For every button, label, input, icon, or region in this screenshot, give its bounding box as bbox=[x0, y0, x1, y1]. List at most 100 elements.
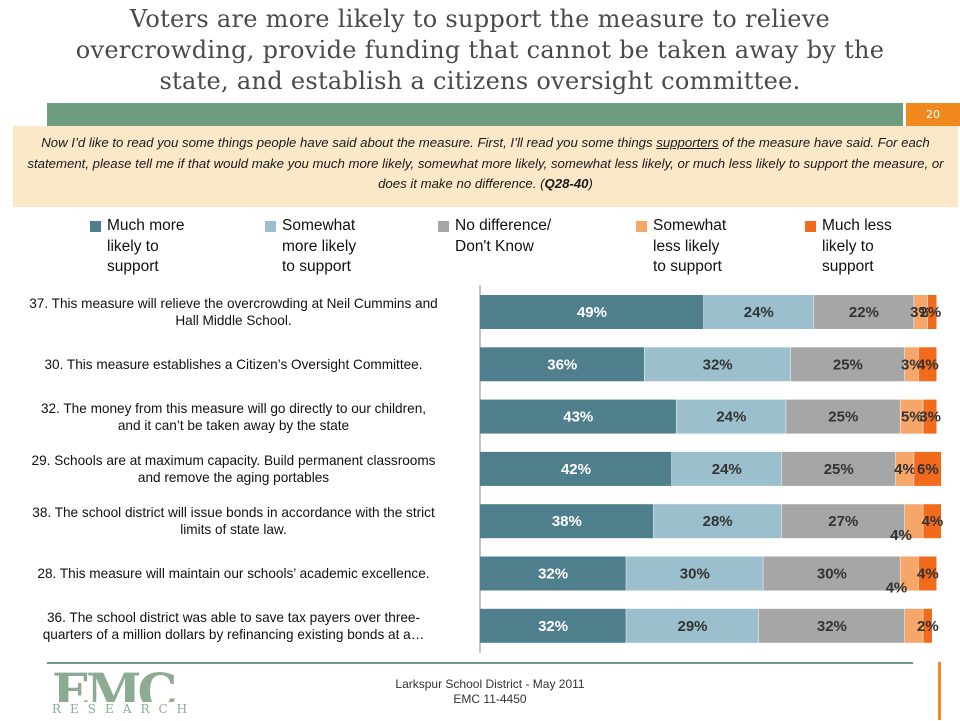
bar-segment bbox=[900, 399, 923, 434]
bar-segment bbox=[626, 608, 759, 643]
question-part-3: ) bbox=[588, 176, 593, 191]
bar-segment bbox=[480, 295, 704, 329]
bar-segment bbox=[676, 399, 786, 434]
legend-swatch bbox=[636, 221, 647, 232]
bar-segment bbox=[786, 399, 900, 434]
legend-label-line: Somewhat bbox=[653, 217, 727, 234]
bar-segment bbox=[781, 451, 896, 486]
data-label: 3% bbox=[910, 304, 932, 321]
data-label: 4% bbox=[922, 513, 944, 530]
legend-label: Much more likely to support bbox=[107, 216, 185, 278]
data-label: 6% bbox=[917, 461, 939, 478]
question-part-1: Now I’d like to read you some things peo… bbox=[41, 135, 657, 150]
legend-item-somewhat-less-likely: Somewhat less likely to support bbox=[636, 216, 726, 278]
data-label: 5% bbox=[901, 409, 923, 426]
bar-segment bbox=[480, 504, 654, 539]
bar-segment bbox=[703, 295, 814, 329]
legend-item-much-less-likely: Much less likely to support bbox=[805, 216, 892, 278]
data-label: 24% bbox=[744, 304, 774, 321]
category-label: 38. The school district will issue bonds… bbox=[0, 504, 467, 538]
legend-label: Much less likely to support bbox=[822, 216, 892, 278]
bar-segment bbox=[895, 451, 914, 486]
category-label: 29. Schools are at maximum capacity. Bui… bbox=[0, 452, 467, 486]
data-label: 24% bbox=[712, 461, 742, 478]
bar-segment bbox=[644, 347, 791, 382]
category-label-line: 29. Schools are at maximum capacity. Bui… bbox=[31, 452, 436, 468]
data-label: 32% bbox=[817, 618, 847, 635]
footer-line-1: Larkspur School District - May 2011 bbox=[395, 677, 585, 691]
bar-segment bbox=[480, 399, 677, 434]
legend-item-somewhat-more-likely: Somewhat more likely to support bbox=[265, 216, 356, 278]
data-label: 25% bbox=[824, 461, 854, 478]
data-label: 25% bbox=[828, 409, 858, 426]
data-label: 3% bbox=[901, 356, 923, 373]
legend-label-line: likely to bbox=[107, 237, 159, 255]
data-label: 2% bbox=[917, 618, 939, 635]
bar-segment bbox=[918, 556, 937, 591]
data-label: 30% bbox=[817, 566, 847, 583]
data-label: 42% bbox=[561, 461, 591, 478]
data-label: 24% bbox=[716, 409, 746, 426]
legend-label-line: support bbox=[107, 258, 159, 275]
footer-line-2: EMC 11-4450 bbox=[453, 692, 527, 706]
data-label: 3% bbox=[919, 409, 941, 426]
category-label: 30. This measure establishes a Citizen’s… bbox=[0, 356, 467, 373]
legend-label-line: to support bbox=[653, 258, 722, 275]
legend-label-line: Much less bbox=[822, 217, 892, 234]
legend-swatch bbox=[438, 221, 449, 232]
title-line-3: state, and establish a citizens oversigh… bbox=[159, 67, 801, 95]
category-label-line: and it can’t be taken away by the state bbox=[117, 417, 350, 433]
bar-segment bbox=[671, 451, 782, 486]
category-label-line: Hall Middle School. bbox=[175, 313, 292, 328]
legend-label: Somewhat more likely to support bbox=[282, 216, 356, 278]
legend-item-no-difference: No difference/ Don't Know bbox=[438, 216, 551, 257]
bar-segment bbox=[927, 295, 937, 329]
slide-title: Voters are more likely to support the me… bbox=[0, 0, 960, 100]
footer-rule bbox=[47, 662, 913, 664]
page-number: 20 bbox=[906, 103, 960, 126]
data-label: 36% bbox=[547, 356, 577, 373]
category-label-line: quarters of a million dollars by refinan… bbox=[42, 626, 425, 642]
bar-segment bbox=[900, 556, 919, 591]
legend-label-line: Somewhat bbox=[282, 217, 356, 234]
bar-segment bbox=[923, 608, 932, 643]
question-part-2: of the measure have said. For each state… bbox=[27, 135, 944, 191]
title-line-2: overcrowding, provide funding that canno… bbox=[75, 36, 885, 64]
data-label: 38% bbox=[552, 513, 582, 530]
category-label-line: 38. The school district will issue bonds… bbox=[32, 505, 435, 521]
legend-item-much-more-likely: Much more likely to support bbox=[90, 216, 185, 278]
data-label: 32% bbox=[538, 618, 568, 635]
header-rule-bar bbox=[47, 103, 903, 126]
legend-label: Somewhat less likely to support bbox=[653, 216, 726, 278]
bar-segment bbox=[653, 504, 782, 539]
bar-segment bbox=[914, 295, 928, 329]
data-label: 25% bbox=[833, 356, 863, 373]
legend-label-line: Don't Know bbox=[455, 237, 534, 255]
data-label: 27% bbox=[828, 513, 858, 530]
bar-segment bbox=[480, 608, 626, 643]
legend-swatch bbox=[265, 221, 276, 232]
legend-label: No difference/ Don't Know bbox=[455, 216, 551, 257]
data-label: 4% bbox=[886, 580, 908, 597]
bar-segment bbox=[790, 347, 905, 382]
legend-label-line: more likely bbox=[282, 237, 357, 255]
bar-segment bbox=[905, 347, 919, 382]
legend-swatch bbox=[90, 221, 101, 232]
bar-segment bbox=[918, 347, 937, 382]
category-label-line: and remove the aging portables bbox=[137, 469, 330, 485]
bar-segment bbox=[480, 556, 626, 591]
data-label: 4% bbox=[890, 527, 912, 544]
footer-text: Larkspur School District - May 2011 EMC … bbox=[330, 677, 650, 707]
bar-segment bbox=[626, 556, 763, 591]
data-label: 4% bbox=[917, 356, 939, 373]
legend-label-line: less likely bbox=[653, 237, 720, 255]
data-label: 30% bbox=[680, 566, 710, 583]
data-label: 2% bbox=[920, 304, 942, 321]
legend-label-line: Much more bbox=[107, 217, 185, 234]
bar-segment bbox=[781, 504, 905, 539]
data-label: 32% bbox=[538, 566, 568, 583]
data-label: 22% bbox=[849, 304, 879, 321]
legend-label-line: likely to bbox=[822, 237, 874, 255]
legend-label-line: to support bbox=[282, 258, 351, 275]
